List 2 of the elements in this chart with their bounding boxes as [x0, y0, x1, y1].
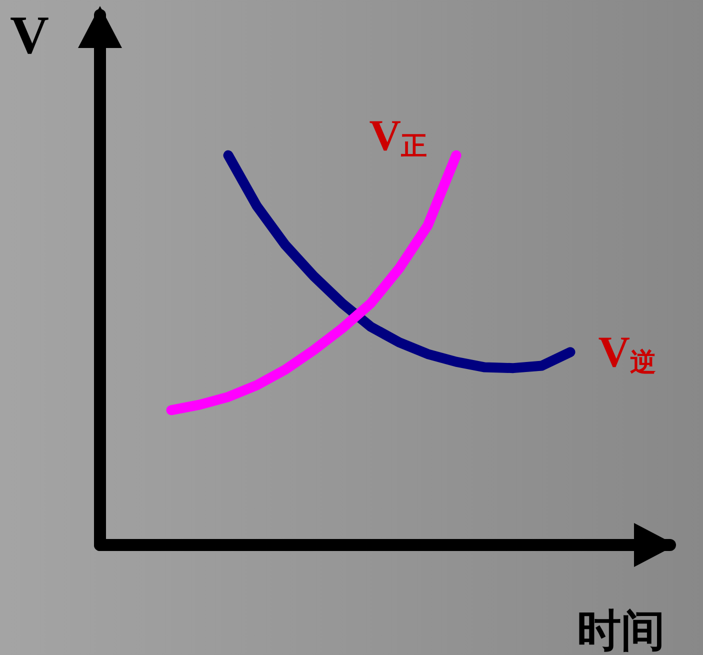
y-axis-title: V — [10, 5, 49, 65]
x-axis-title: 时间 — [577, 606, 665, 655]
